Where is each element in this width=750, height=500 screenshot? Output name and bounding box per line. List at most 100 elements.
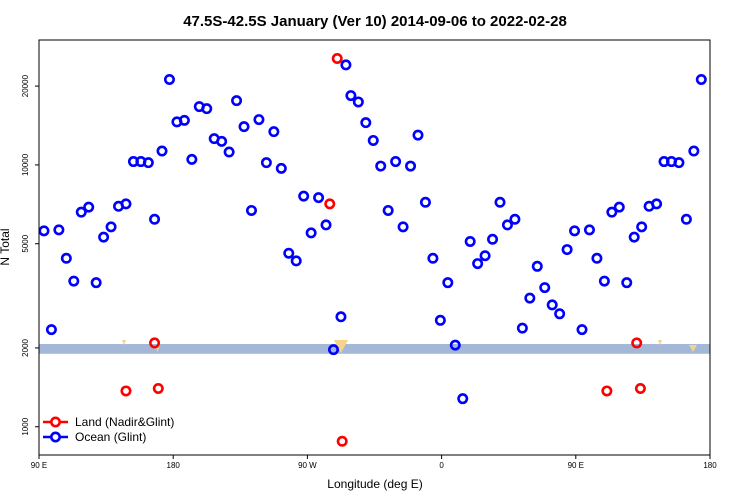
legend-label-ocean: Ocean (Glint) <box>75 430 146 444</box>
ocean-point <box>390 156 402 168</box>
ocean-point <box>260 157 272 169</box>
ocean-point <box>546 299 558 311</box>
ocean-point <box>83 201 95 213</box>
band-mark <box>122 340 126 345</box>
ocean-point <box>163 73 175 85</box>
ocean-point <box>487 233 499 245</box>
land-point <box>336 435 348 447</box>
x-tick-label: 90 E <box>568 461 584 470</box>
ocean-point <box>457 393 469 405</box>
legend: Land (Nadir&Glint)Ocean (Glint) <box>43 415 174 444</box>
ocean-point <box>340 59 352 71</box>
ocean-point <box>375 160 387 172</box>
ocean-point <box>142 157 154 169</box>
ocean-point <box>120 198 132 210</box>
ocean-point <box>367 134 379 146</box>
ocean-point <box>613 201 625 213</box>
ocean-point <box>68 275 80 287</box>
band-mark <box>689 345 697 352</box>
land-point <box>120 385 132 397</box>
ocean-point <box>382 204 394 216</box>
ocean-point <box>178 114 190 126</box>
ocean-point <box>695 73 707 85</box>
ocean-point <box>554 308 566 320</box>
ocean-point <box>591 252 603 264</box>
band-marks <box>122 340 697 353</box>
ocean-point <box>583 224 595 236</box>
ocean-point <box>539 282 551 294</box>
ocean-point <box>283 247 295 259</box>
y-tick-label: 2000 <box>21 338 30 356</box>
ocean-point <box>442 277 454 289</box>
ocean-point <box>449 339 461 351</box>
ocean-point <box>268 126 280 138</box>
ocean-point <box>105 221 117 233</box>
ocean-point <box>509 213 521 225</box>
ocean-point <box>53 224 65 236</box>
ocean-point <box>245 204 257 216</box>
ocean-point <box>156 145 168 157</box>
band-mark <box>658 340 662 345</box>
ocean-point <box>298 190 310 202</box>
ocean-point <box>576 324 588 336</box>
ocean-point <box>352 96 364 108</box>
ocean-point <box>628 231 640 243</box>
ocean-point <box>405 160 417 172</box>
ocean-point <box>327 344 339 356</box>
ocean-point <box>516 322 528 334</box>
ocean-point <box>427 252 439 264</box>
land-point <box>601 385 613 397</box>
y-tick-label: 10000 <box>21 153 30 176</box>
legend-label-land: Land (Nadir&Glint) <box>75 415 174 429</box>
ocean-point <box>419 196 431 208</box>
ocean-point <box>335 311 347 323</box>
ocean-point <box>75 206 87 218</box>
ocean-point <box>464 235 476 247</box>
ocean-point <box>290 255 302 267</box>
x-axis: 90 E 180 90 W 0 90 E 180 <box>31 455 717 470</box>
ocean-point <box>305 227 317 239</box>
land-point <box>631 337 643 349</box>
ocean-point <box>360 117 372 129</box>
ocean-point <box>60 252 72 264</box>
chart-title: 47.5S-42.5S January (Ver 10) 2014-09-06 … <box>183 13 567 30</box>
ocean-point <box>531 260 543 272</box>
y-axis-label: N Total <box>0 228 12 265</box>
ocean-point <box>598 275 610 287</box>
ocean-point <box>90 277 102 289</box>
land-point <box>634 382 646 394</box>
ocean-point <box>397 221 409 233</box>
points-layer <box>38 52 707 447</box>
x-axis-label: Longitude (deg E) <box>327 477 422 491</box>
ocean-point <box>275 162 287 174</box>
legend-marker-land <box>49 416 61 428</box>
ocean-point <box>621 277 633 289</box>
ocean-point <box>320 219 332 231</box>
land-point <box>324 198 336 210</box>
ocean-point <box>412 129 424 141</box>
ocean-point <box>524 292 536 304</box>
ocean-point <box>606 206 618 218</box>
band-mark <box>334 340 348 353</box>
ocean-point <box>253 114 265 126</box>
ocean-point <box>688 145 700 157</box>
ocean-point <box>434 314 446 326</box>
ocean-point <box>149 213 161 225</box>
land-point <box>331 52 343 64</box>
land-point <box>149 337 161 349</box>
ocean-point <box>569 225 581 237</box>
y-tick-label: 5000 <box>21 234 30 252</box>
y-tick-label: 20000 <box>21 74 30 97</box>
ocean-point <box>45 324 57 336</box>
ocean-point <box>223 146 235 158</box>
ocean-point <box>636 221 648 233</box>
y-tick-label: 1000 <box>21 417 30 435</box>
ocean-point <box>680 213 692 225</box>
ocean-point <box>673 157 685 169</box>
ocean-point <box>313 192 325 204</box>
x-tick-label: 180 <box>167 461 181 470</box>
ocean-point <box>186 153 198 165</box>
ocean-point <box>216 135 228 147</box>
